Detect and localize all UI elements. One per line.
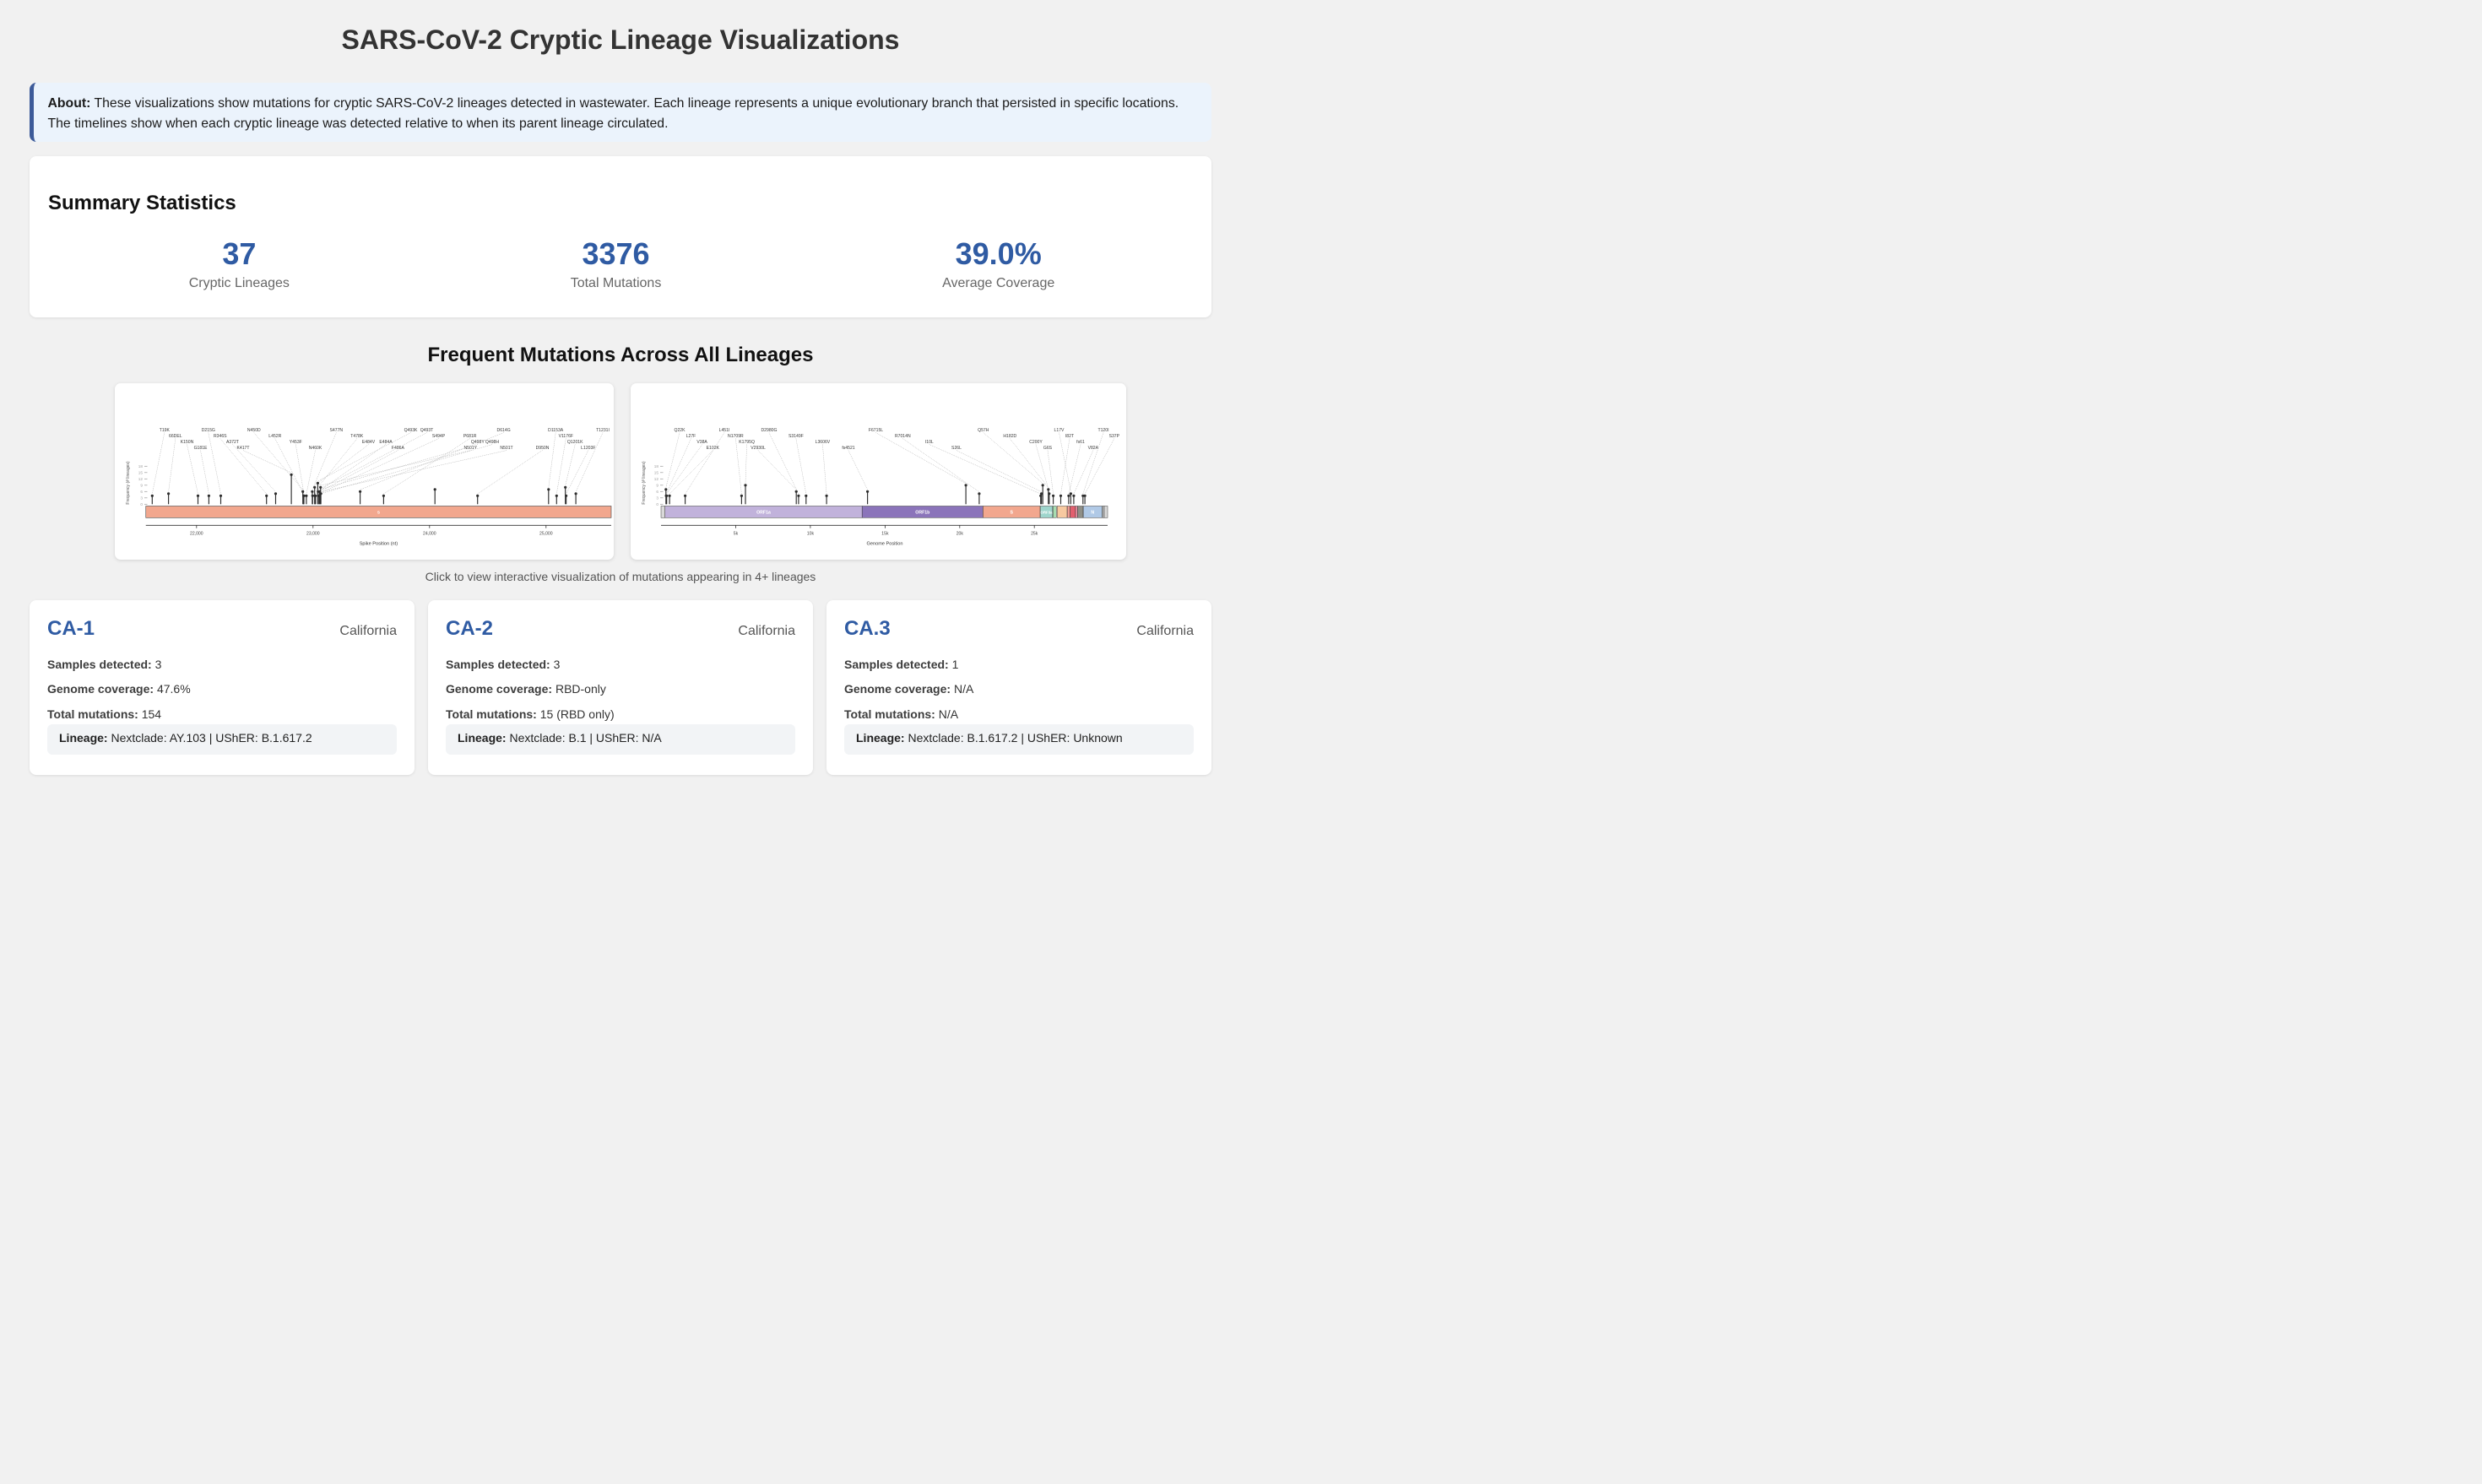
svg-text:P681R: P681R: [463, 434, 477, 439]
svg-text:5k: 5k: [734, 531, 739, 536]
svg-text:R7014N: R7014N: [895, 434, 911, 439]
svg-text:Q22K: Q22K: [674, 428, 686, 433]
svg-text:3: 3: [656, 496, 658, 501]
svg-text:E484V: E484V: [362, 440, 376, 445]
svg-text:15k: 15k: [881, 531, 889, 536]
svg-text:D215G: D215G: [202, 428, 215, 433]
svg-text:N: N: [1091, 510, 1094, 515]
svg-text:10k: 10k: [807, 531, 815, 536]
svg-text:S37P: S37P: [1109, 434, 1120, 439]
svg-text:L1203F: L1203F: [581, 446, 595, 451]
svg-text:A372T: A372T: [226, 440, 239, 445]
svg-text:T120I: T120I: [1097, 428, 1108, 433]
svg-text:K417T: K417T: [236, 446, 249, 451]
svg-text:K1795Q: K1795Q: [739, 440, 755, 445]
svg-text:25,000: 25,000: [539, 531, 553, 536]
svg-text:fs4521: fs4521: [842, 446, 854, 451]
svg-text:D1153A: D1153A: [548, 428, 564, 433]
svg-text:Q57H: Q57H: [978, 428, 989, 433]
svg-text:D2980G: D2980G: [761, 428, 778, 433]
svg-text:ORF3a: ORF3a: [1040, 510, 1053, 514]
svg-text:ORF1a: ORF1a: [756, 510, 771, 515]
svg-text:ORF1b: ORF1b: [915, 510, 929, 515]
svg-text:15: 15: [138, 471, 144, 475]
svg-text:20k: 20k: [956, 531, 964, 536]
svg-text:G6S: G6S: [1043, 446, 1053, 451]
svg-text:T478K: T478K: [350, 434, 364, 439]
svg-text:0: 0: [656, 502, 658, 506]
svg-text:Q1201K: Q1201K: [567, 440, 583, 445]
svg-text:23,000: 23,000: [306, 531, 320, 536]
svg-text:S: S: [377, 510, 380, 514]
svg-text:N450D: N450D: [247, 428, 261, 433]
svg-text:3: 3: [140, 496, 143, 501]
svg-text:fs61: fs61: [1076, 440, 1085, 445]
svg-text:6: 6: [656, 490, 658, 494]
svg-text:L3606V: L3606V: [816, 440, 831, 445]
svg-text:D614G: D614G: [497, 428, 511, 433]
svg-text:S494P: S494P: [432, 434, 446, 439]
svg-text:24,000: 24,000: [423, 531, 436, 536]
svg-text:N501T: N501T: [500, 446, 512, 451]
svg-text:S3149F: S3149F: [788, 434, 804, 439]
svg-text:9: 9: [140, 484, 143, 488]
svg-text:V38A: V38A: [696, 440, 707, 445]
svg-text:Frequency (# lineages): Frequency (# lineages): [642, 461, 647, 504]
svg-text:N501Y: N501Y: [464, 446, 478, 451]
svg-text:66DEL: 66DEL: [169, 434, 182, 439]
svg-text:T19K: T19K: [160, 428, 171, 433]
svg-text:E102K: E102K: [707, 446, 720, 451]
svg-text:F486A: F486A: [392, 446, 405, 451]
svg-text:Genome Position: Genome Position: [867, 541, 903, 546]
svg-text:Q498Y: Q498Y: [471, 440, 485, 445]
svg-text:S26L: S26L: [951, 446, 962, 451]
svg-text:18: 18: [138, 464, 144, 468]
svg-text:V82A: V82A: [1088, 446, 1099, 451]
svg-text:Q498H: Q498H: [485, 440, 499, 445]
svg-text:D950N: D950N: [536, 446, 550, 451]
svg-text:S477N: S477N: [330, 428, 344, 433]
svg-text:G181E: G181E: [194, 446, 208, 451]
svg-text:Spike Position (nt): Spike Position (nt): [360, 541, 398, 546]
svg-text:V2930L: V2930L: [751, 446, 766, 451]
svg-text:V1176F: V1176F: [559, 434, 573, 439]
svg-text:L27F: L27F: [686, 434, 696, 439]
svg-text:N1709R: N1709R: [728, 434, 744, 439]
svg-text:I10L: I10L: [925, 440, 934, 445]
svg-text:N460K: N460K: [309, 446, 322, 451]
svg-text:T1231I: T1231I: [596, 428, 610, 433]
svg-text:R346S: R346S: [214, 434, 227, 439]
svg-text:12: 12: [138, 477, 144, 481]
svg-text:6: 6: [140, 490, 143, 494]
svg-text:9: 9: [656, 484, 658, 488]
svg-text:Q493K: Q493K: [404, 428, 418, 433]
svg-text:S: S: [1010, 510, 1013, 515]
svg-text:Q493T: Q493T: [420, 428, 434, 433]
svg-text:L17V: L17V: [1054, 428, 1065, 433]
svg-text:H182D: H182D: [1003, 434, 1016, 439]
svg-text:22,000: 22,000: [190, 531, 203, 536]
svg-text:F6715L: F6715L: [869, 428, 883, 433]
svg-text:Frequency (# lineages): Frequency (# lineages): [126, 461, 131, 504]
svg-text:25k: 25k: [1031, 531, 1038, 536]
svg-text:L451I: L451I: [719, 428, 730, 433]
svg-text:15: 15: [654, 471, 659, 475]
svg-text:K150N: K150N: [181, 440, 194, 445]
svg-text:Y453F: Y453F: [290, 440, 302, 445]
svg-text:C200Y: C200Y: [1029, 440, 1043, 445]
svg-text:12: 12: [654, 477, 659, 481]
svg-text:18: 18: [654, 464, 659, 468]
svg-text:E484A: E484A: [379, 440, 393, 445]
svg-text:L452R: L452R: [268, 434, 281, 439]
svg-text:0: 0: [140, 502, 143, 506]
svg-text:I82T: I82T: [1065, 434, 1074, 439]
